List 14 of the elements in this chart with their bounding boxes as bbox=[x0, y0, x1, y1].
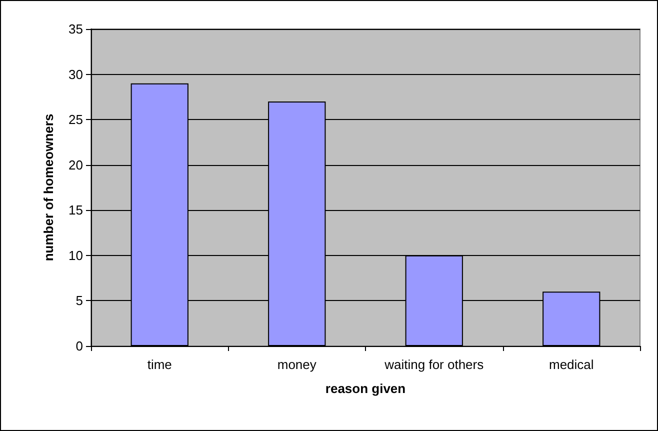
y-tick-label: 30 bbox=[68, 66, 83, 82]
y-tick-label: 15 bbox=[68, 202, 83, 218]
y-tick-label: 35 bbox=[68, 22, 83, 36]
y-axis-title: number of homeowners bbox=[41, 114, 56, 262]
x-tick-label: time bbox=[147, 357, 172, 372]
x-tick-label: medical bbox=[548, 357, 594, 372]
y-tick-label: 25 bbox=[68, 112, 83, 128]
y-tick-label: 0 bbox=[76, 338, 83, 354]
x-tick-label: money bbox=[277, 357, 317, 372]
x-axis-title: reason given bbox=[325, 381, 406, 396]
y-tick-label: 5 bbox=[76, 293, 83, 308]
x-tick-label: waiting for others bbox=[384, 357, 484, 372]
y-tick-label: 20 bbox=[68, 157, 83, 172]
y-tick-label: 10 bbox=[68, 248, 83, 263]
